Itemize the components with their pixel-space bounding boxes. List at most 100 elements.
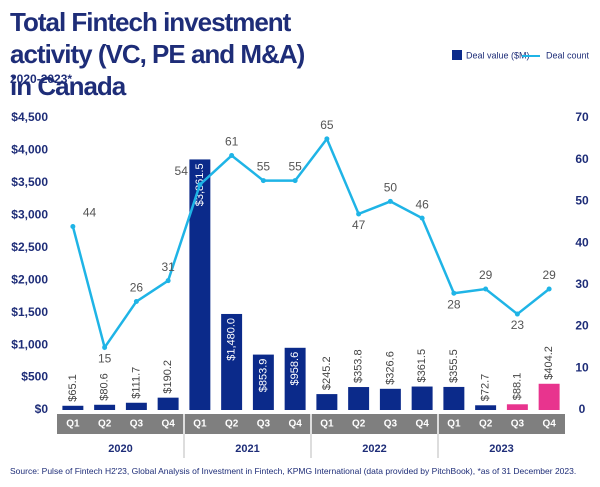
value-label: $326.6 [384, 351, 396, 385]
x-tick-label: Q2 [352, 419, 366, 430]
y2-tick-label: 0 [579, 402, 586, 416]
y-tick-label: $0 [35, 402, 49, 416]
point [229, 153, 235, 159]
point-label: 15 [98, 352, 112, 366]
value-label: $80.6 [99, 373, 111, 401]
point-label: 31 [161, 260, 175, 274]
point-label: 26 [130, 281, 144, 295]
chart: $0 $500 $1,000 $1,500 $2,000 $2,500 $3,000 $3,5… [11, 50, 590, 458]
point-label: 47 [352, 218, 366, 232]
point [451, 290, 457, 296]
point-label: 50 [384, 181, 398, 195]
point [292, 178, 298, 184]
legend-label: Deal value ($M) [466, 50, 530, 60]
bar [157, 397, 179, 410]
point [356, 211, 362, 217]
value-label: $88.1 [511, 373, 523, 401]
legend-swatch [452, 50, 462, 60]
point [483, 286, 489, 292]
bar [189, 159, 211, 410]
x-tick-label: Q2 [479, 419, 493, 430]
point [260, 178, 266, 184]
point-label: 23 [511, 318, 525, 332]
y-tick-label: $2,500 [11, 240, 48, 254]
bar [506, 404, 528, 410]
point [546, 286, 552, 292]
value-label: $65.1 [67, 374, 79, 402]
y2-tick-label: 40 [575, 235, 589, 249]
chart-subtitle: 2020-2023* [10, 72, 73, 86]
x-tick-label: Q3 [511, 419, 525, 430]
point-label: 28 [447, 297, 461, 311]
x-tick-label: Q4 [542, 419, 556, 430]
x-tick-label: Q1 [193, 419, 207, 430]
y2-tick-label: 50 [575, 194, 589, 208]
y2-tick-label: 20 [575, 319, 589, 333]
bar [221, 313, 243, 410]
x-tick-label: Q2 [225, 419, 239, 430]
bar [252, 354, 274, 410]
y-tick-label: $4,000 [11, 143, 48, 157]
x-tick-label: Q4 [288, 419, 302, 430]
x-tick-label: Q1 [320, 419, 334, 430]
legend-label: Deal count [546, 50, 590, 60]
point-label: 54 [175, 164, 189, 178]
point-label: 44 [83, 206, 97, 220]
y2-tick-label: 60 [575, 152, 589, 166]
x-tick-label: Q3 [130, 419, 144, 430]
bar [125, 402, 147, 410]
x-tick-label: Q3 [384, 419, 398, 430]
value-label: $958.6 [289, 352, 301, 386]
y2-tick-label: 70 [575, 110, 589, 124]
point [197, 182, 203, 188]
bar [94, 404, 116, 410]
group-label: 2022 [362, 443, 386, 455]
x-tick-label: Q4 [415, 419, 429, 430]
bar [475, 405, 497, 410]
bar [411, 386, 433, 410]
y2-tick-label: 10 [575, 360, 589, 374]
group-label: 2021 [235, 443, 259, 455]
point-label: 46 [415, 197, 429, 211]
y-tick-label: $3,500 [11, 175, 48, 189]
value-label: $1,480.0 [226, 318, 238, 361]
bar [62, 405, 84, 410]
bar [284, 347, 306, 410]
y-tick-label: $500 [21, 370, 48, 384]
y-tick-label: $3,000 [11, 208, 48, 222]
x-tick-label: Q1 [66, 419, 80, 430]
value-label: $853.9 [257, 359, 269, 393]
point [324, 136, 330, 142]
point [387, 198, 393, 204]
source-note: Source: Pulse of Fintech H2'23, Global A… [10, 466, 577, 476]
value-label: $190.2 [162, 360, 174, 394]
point [419, 215, 425, 221]
value-label: $353.8 [353, 349, 365, 383]
value-label: $72.7 [480, 374, 492, 402]
chart-title: Total Fintech investment activity (VC, P… [10, 7, 305, 101]
point-label: 61 [225, 135, 239, 149]
point-label: 65 [320, 118, 334, 132]
value-label: $361.5 [416, 349, 428, 383]
point-label: 29 [479, 268, 493, 282]
value-label: $111.7 [130, 367, 142, 399]
bar [443, 386, 465, 410]
y-tick-label: $2,000 [11, 272, 48, 286]
y2-tick-label: 30 [575, 277, 589, 291]
x-tick-label: Q1 [447, 419, 461, 430]
line [71, 136, 550, 351]
bar [538, 383, 560, 410]
group-label: 2023 [489, 443, 513, 455]
point [102, 344, 108, 350]
group-label: 2020 [108, 443, 132, 455]
point [165, 278, 171, 284]
x-tick-label: Q2 [98, 419, 112, 430]
point-label: 29 [542, 268, 556, 282]
x-tick-label: Q4 [161, 419, 175, 430]
point [133, 299, 139, 305]
y-tick-label: $1,000 [11, 337, 48, 351]
point [514, 311, 520, 317]
bar [379, 388, 401, 410]
y-tick-label: $4,500 [11, 110, 48, 124]
